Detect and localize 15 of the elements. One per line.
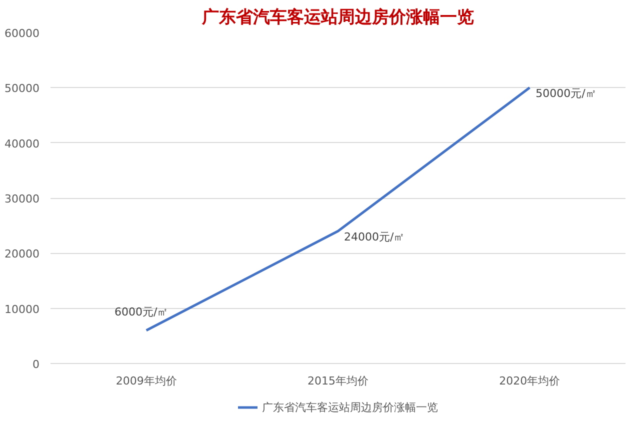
y-tick-label: 20000: [4, 248, 40, 261]
y-tick-label: 60000: [4, 27, 40, 40]
y-tick-label: 50000: [4, 82, 40, 96]
y-tick-label: 40000: [4, 137, 40, 150]
y-tick-label: 30000: [4, 192, 40, 206]
x-tick-label: 2009年均价: [116, 374, 177, 388]
y-tick-label: 10000: [4, 302, 40, 316]
x-tick-label: 2020年均价: [499, 374, 560, 388]
legend-label: 广东省汽车客运站周边房价涨幅一览: [262, 400, 438, 414]
data-label: 50000元/㎡: [536, 87, 596, 100]
x-tick-label: 2015年均价: [308, 374, 369, 388]
data-label: 24000元/㎡: [344, 230, 405, 244]
data-label: 6000元/㎡: [114, 305, 168, 318]
chart-title: 广东省汽车客运站周边房价涨幅一览: [201, 8, 474, 28]
y-tick-label: 0: [32, 358, 40, 371]
